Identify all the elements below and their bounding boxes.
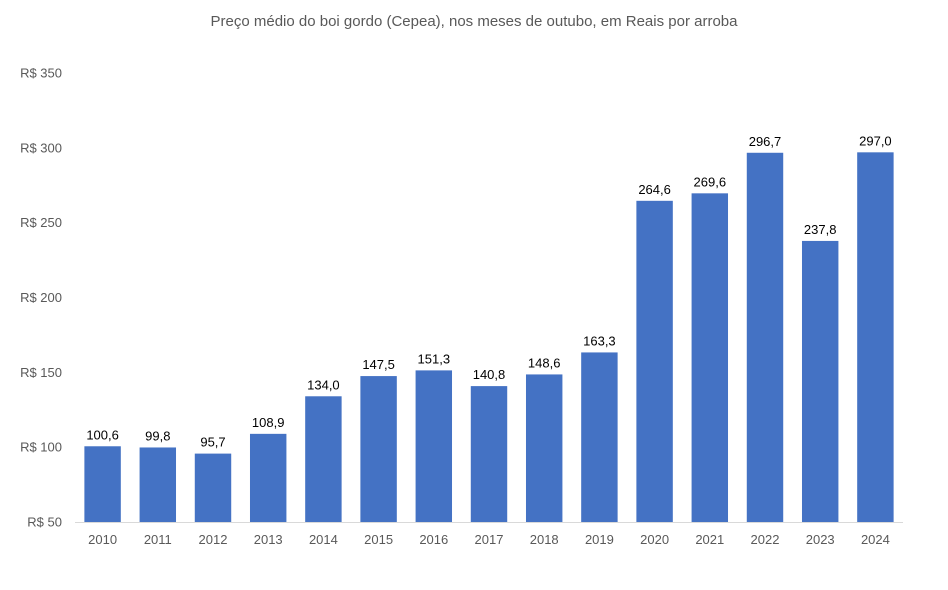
y-axis: R$ 50 R$ 100 R$ 150 R$ 200 R$ 250 R$ 300 R$ 35… [20, 66, 62, 530]
y-tick-label: R$ 300 [20, 140, 62, 155]
bar-2022 [746, 152, 784, 522]
bar-2016 [415, 370, 453, 522]
y-tick-label: R$ 100 [20, 440, 62, 455]
bar-2013 [249, 433, 287, 522]
data-label-2017: 140,8 [473, 367, 506, 382]
data-label-2012: 95,7 [200, 435, 225, 450]
data-label-2014: 134,0 [307, 377, 340, 392]
x-tick-label-2013: 2013 [254, 532, 283, 547]
y-tick-label: R$ 150 [20, 365, 62, 380]
bar-2014 [305, 396, 342, 522]
bar-2019 [581, 352, 618, 522]
data-label-2010: 100,6 [86, 427, 119, 442]
x-tick-label-2012: 2012 [199, 532, 228, 547]
y-tick-label: R$ 200 [20, 290, 62, 305]
data-label-2013: 108,9 [252, 415, 285, 430]
y-tick-label: R$ 50 [27, 515, 62, 530]
x-tick-label-2019: 2019 [585, 532, 614, 547]
x-tick-label-2010: 2010 [88, 532, 117, 547]
bar-2011 [139, 447, 177, 522]
x-axis: 2010 2011 2012 2013 2014 2015 2016 2017 2018 2019… [75, 522, 903, 547]
bar-2024 [857, 152, 894, 522]
data-label-2011: 99,8 [145, 428, 170, 443]
data-label-2022: 296,7 [749, 134, 782, 149]
data-label-2015: 147,5 [362, 357, 395, 372]
bar-2010 [84, 446, 121, 522]
bar-2015 [360, 376, 397, 522]
bar-2017 [470, 386, 508, 522]
x-tick-label-2015: 2015 [364, 532, 393, 547]
x-tick-label-2016: 2016 [419, 532, 448, 547]
x-tick-label-2022: 2022 [751, 532, 780, 547]
data-label-2019: 163,3 [583, 333, 616, 348]
bar-2021 [691, 193, 729, 522]
data-label-2023: 237,8 [804, 222, 837, 237]
data-label-2024: 297,0 [859, 133, 892, 148]
x-tick-label-2018: 2018 [530, 532, 559, 547]
x-tick-label-2023: 2023 [806, 532, 835, 547]
chart-title: Preço médio do boi gordo (Cepea), nos me… [211, 13, 739, 30]
y-tick-label: R$ 350 [20, 66, 62, 81]
bar-2018 [525, 374, 563, 522]
x-tick-label-2011: 2011 [144, 532, 172, 547]
bar-2020 [636, 200, 673, 522]
x-tick-label-2024: 2024 [861, 532, 890, 547]
bar-2023 [801, 240, 839, 522]
data-label-2018: 148,6 [528, 355, 561, 370]
data-label-2016: 151,3 [418, 351, 451, 366]
bar-2012 [194, 453, 232, 522]
data-label-2020: 264,6 [638, 182, 671, 197]
x-tick-label-2021: 2021 [695, 532, 724, 547]
x-tick-label-2014: 2014 [309, 532, 338, 547]
data-label-2021: 269,6 [694, 174, 727, 189]
x-tick-label-2017: 2017 [475, 532, 504, 547]
x-tick-label-2020: 2020 [640, 532, 669, 547]
y-tick-label: R$ 250 [20, 215, 62, 230]
data-labels: 100,6 99,8 95,7 108,9 134,0 147,5 151,3 140,8 14… [86, 133, 891, 449]
bar-series [84, 152, 894, 522]
